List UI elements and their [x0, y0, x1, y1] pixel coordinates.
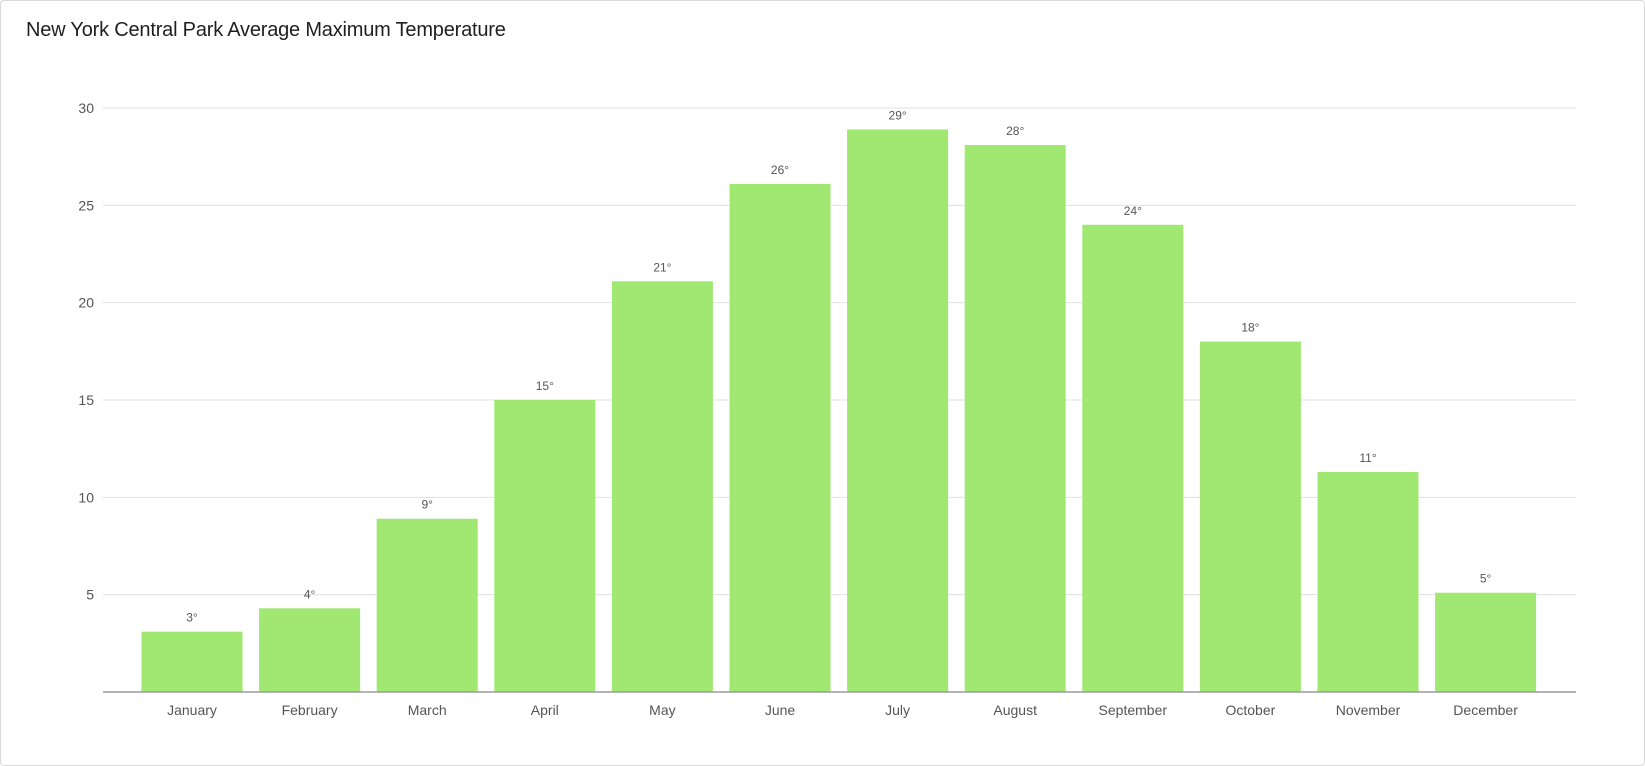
x-axis: January February March April May June July Augu…	[103, 691, 1576, 718]
data-label: 15°	[536, 379, 554, 393]
bars	[141, 129, 1537, 693]
bar-march	[376, 518, 478, 692]
chart-title: New York Central Park Average Maximum Te…	[26, 19, 506, 41]
bar-april	[494, 400, 596, 692]
bar-july	[847, 129, 949, 692]
bar-september	[1082, 224, 1184, 693]
bar-january	[141, 631, 243, 692]
data-label: 28°	[1006, 124, 1024, 138]
data-label: 9°	[421, 498, 433, 512]
data-label: 3°	[186, 611, 198, 625]
y-tick-label: 15	[78, 392, 94, 408]
data-label: 4°	[304, 587, 316, 601]
x-tick-label: July	[885, 702, 910, 718]
bar-may	[611, 281, 713, 692]
x-tick-label: October	[1225, 702, 1275, 718]
data-label: 11°	[1359, 451, 1376, 465]
x-tick-label: March	[408, 702, 447, 718]
bar-august	[964, 144, 1066, 692]
x-tick-label: January	[167, 702, 217, 718]
y-tick-label: 5	[86, 587, 94, 603]
y-tick-label: 20	[78, 295, 94, 311]
data-label: 21°	[653, 260, 671, 274]
data-label: 5°	[1480, 572, 1492, 586]
data-label: 18°	[1241, 321, 1259, 335]
bar-november	[1317, 472, 1419, 692]
y-tick-label: 30	[78, 100, 94, 116]
data-label: 29°	[889, 108, 907, 122]
data-label: 24°	[1124, 204, 1142, 218]
x-tick-label: February	[282, 702, 338, 718]
y-tick-label: 25	[78, 197, 94, 213]
y-tick-label: 10	[78, 489, 94, 505]
bar-june	[729, 183, 831, 693]
y-axis: 5 10 15 20 25 30	[78, 100, 94, 603]
bar-february	[259, 608, 361, 692]
x-tick-label: December	[1453, 702, 1518, 718]
x-tick-label: May	[649, 702, 675, 718]
x-tick-label: April	[531, 702, 559, 718]
x-tick-label: November	[1336, 702, 1401, 718]
x-tick-label: August	[993, 702, 1037, 718]
x-tick-label: September	[1099, 702, 1168, 718]
bar-december	[1435, 592, 1537, 692]
x-tick-label: June	[765, 702, 796, 718]
data-labels: 3° 4° 9° 15° 21° 26° 29° 28° 24° 18° 11° 5°	[186, 108, 1491, 624]
bar-october	[1199, 341, 1301, 692]
data-label: 26°	[771, 163, 789, 177]
